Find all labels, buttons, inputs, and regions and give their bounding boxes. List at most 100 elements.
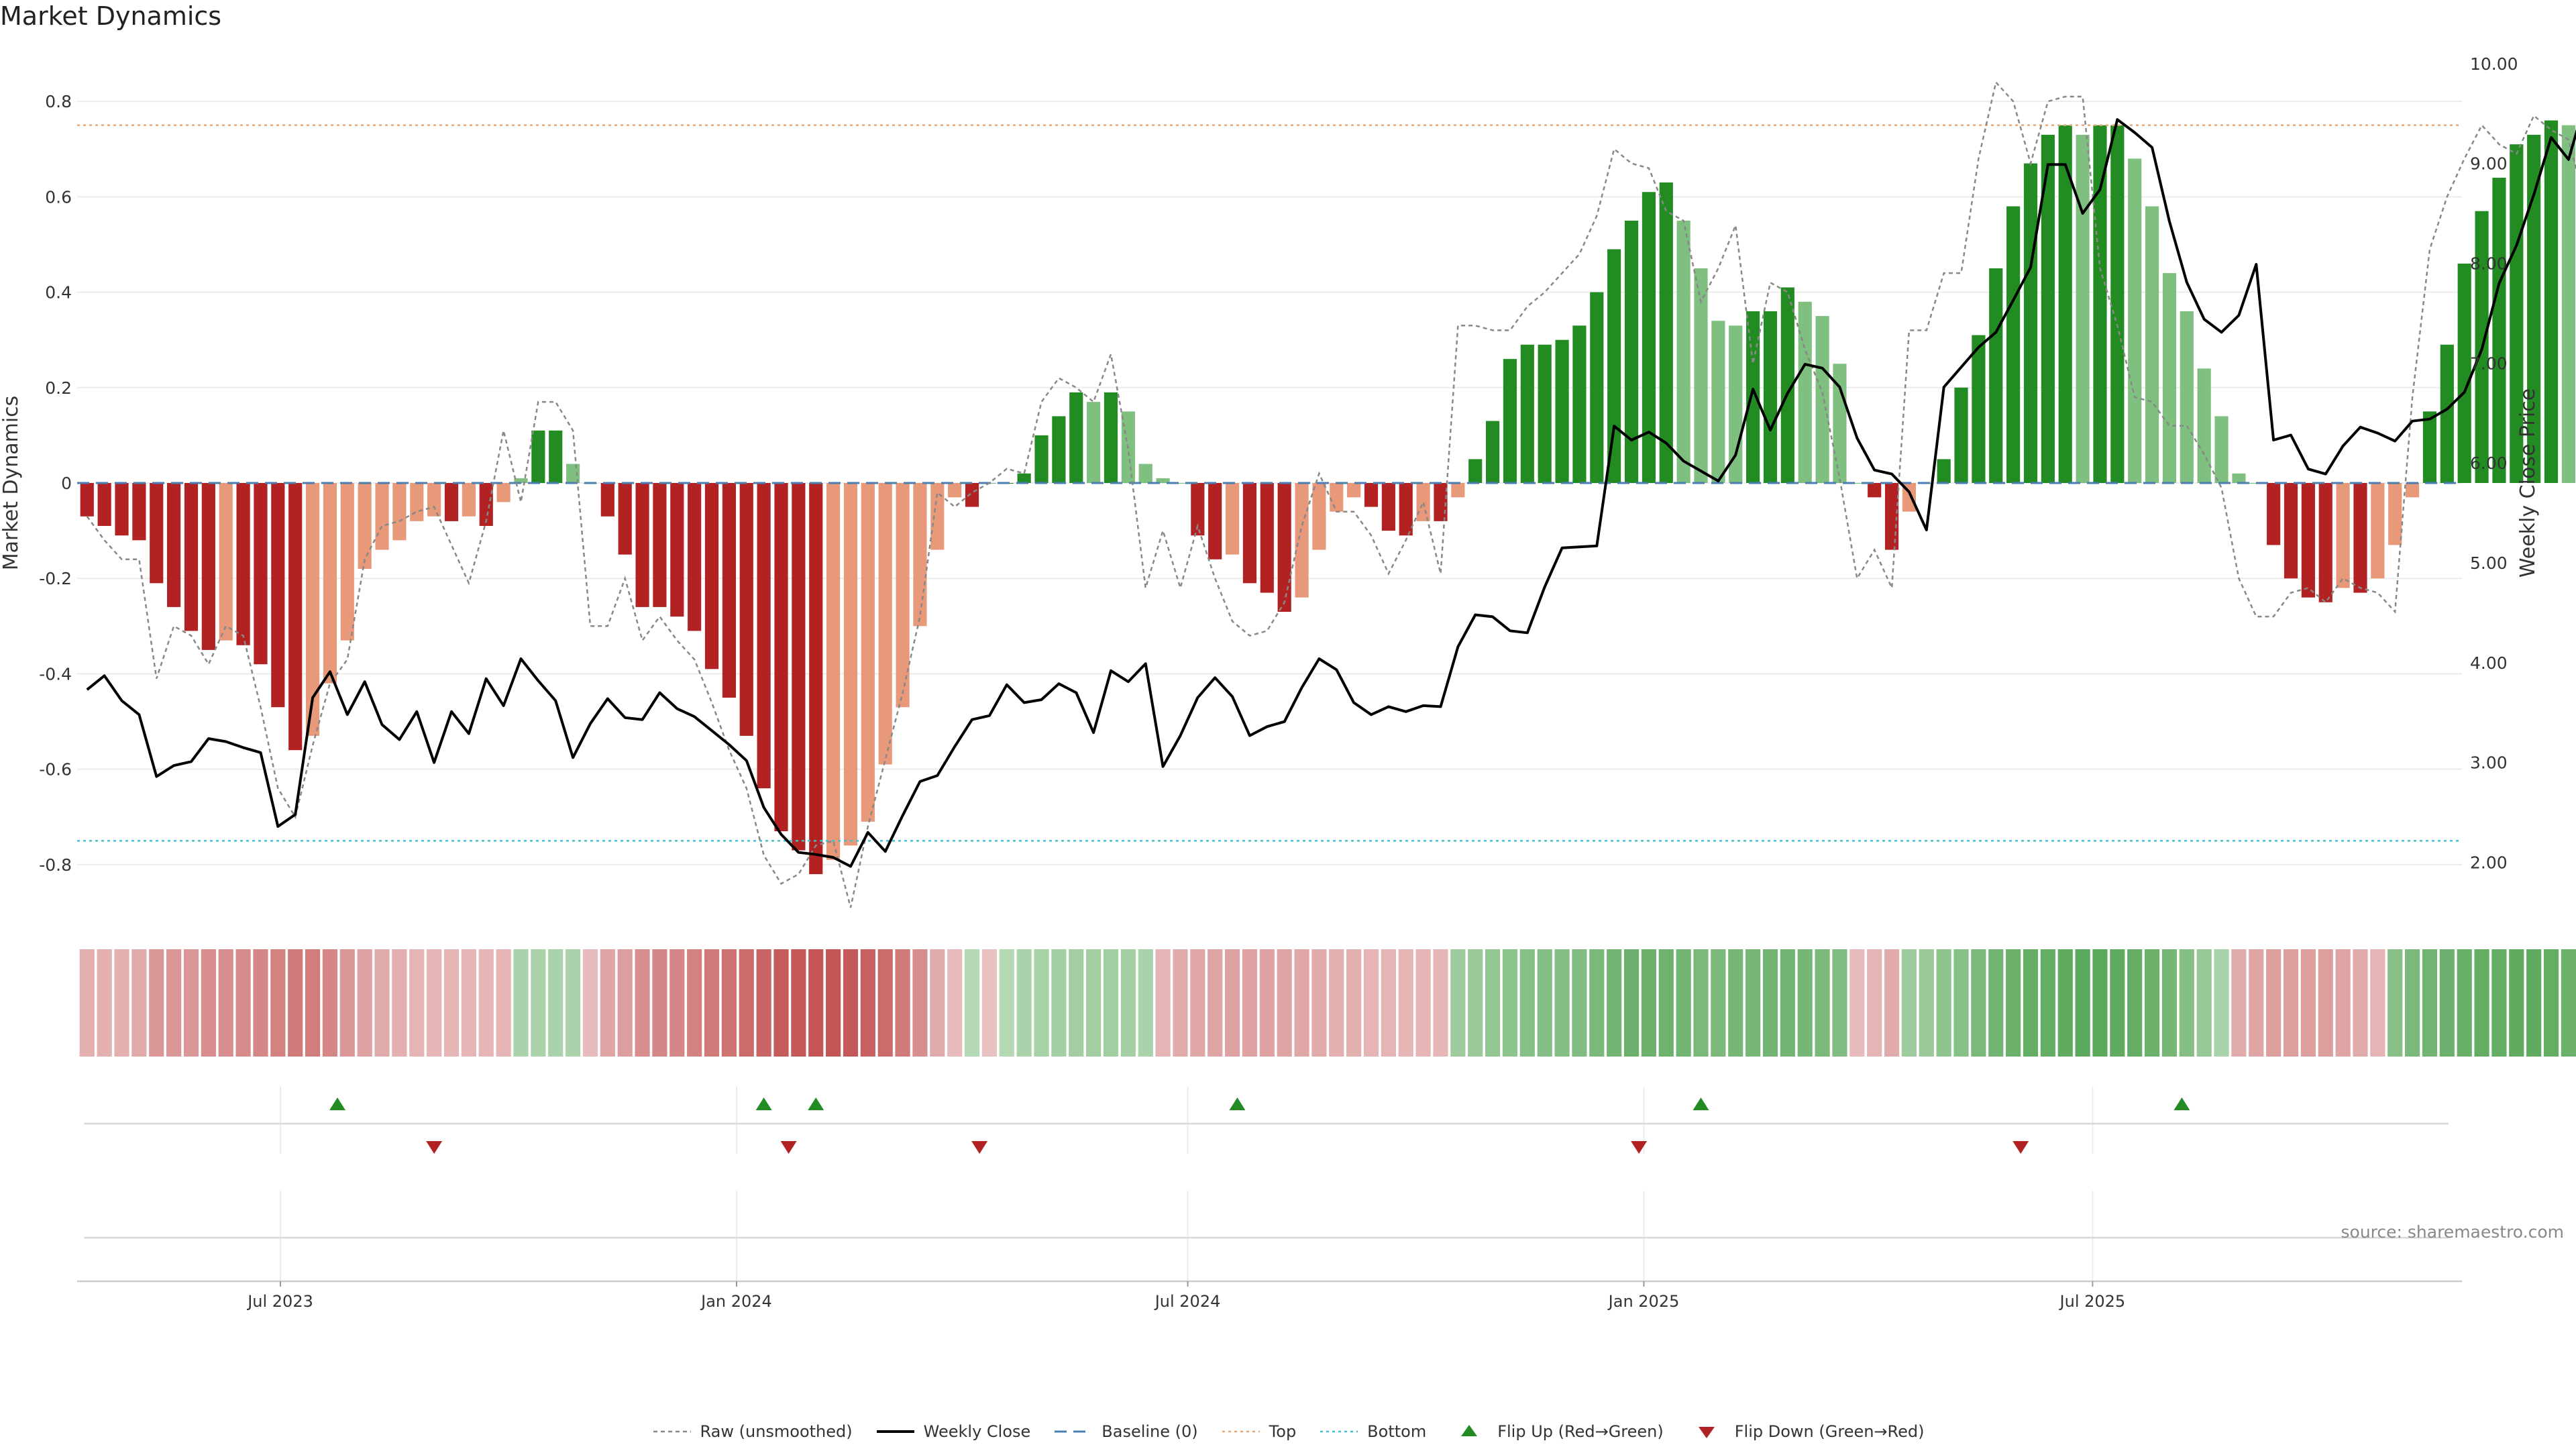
close-legend-swatch bbox=[876, 1430, 914, 1433]
legend-item-flip_down: Flip Down (Green→Red) bbox=[1686, 1422, 1925, 1441]
momentum-bar bbox=[2214, 416, 2229, 483]
heat-cell bbox=[1919, 949, 1934, 1057]
momentum-bar bbox=[392, 483, 407, 541]
legend: Raw (unsmoothed) Weekly Close Baseline (0)… bbox=[0, 1422, 2576, 1441]
momentum-bar bbox=[1208, 483, 1222, 559]
momentum-bar bbox=[150, 483, 164, 584]
momentum-bar bbox=[1676, 220, 1690, 483]
y2-tick-label: 3.00 bbox=[2470, 753, 2508, 773]
heat-cell bbox=[2300, 949, 2316, 1057]
heat-cell bbox=[1468, 949, 1483, 1057]
momentum-bar bbox=[913, 483, 927, 627]
momentum-bar bbox=[1485, 421, 1500, 483]
momentum-bar bbox=[1815, 316, 1829, 483]
heat-cell bbox=[1069, 949, 1084, 1057]
heat-cell bbox=[1815, 949, 1830, 1057]
heat-cell bbox=[149, 949, 164, 1057]
momentum-bar bbox=[1191, 483, 1205, 536]
momentum-bar bbox=[653, 483, 667, 607]
momentum-bar bbox=[965, 483, 979, 507]
heat-cell bbox=[600, 949, 615, 1057]
momentum-bar bbox=[549, 430, 563, 483]
heat-cell bbox=[2283, 949, 2299, 1057]
flip-down-marker bbox=[971, 1141, 988, 1154]
heat-cell bbox=[687, 949, 702, 1057]
heat-cell bbox=[1103, 949, 1119, 1057]
momentum-bar bbox=[1364, 483, 1379, 507]
momentum-bar bbox=[2371, 483, 2385, 579]
momentum-bar bbox=[774, 483, 788, 832]
momentum-bar bbox=[2232, 473, 2246, 483]
legend-item-close: Weekly Close bbox=[875, 1422, 1030, 1441]
heat-cell bbox=[2561, 949, 2576, 1057]
momentum-bar bbox=[1330, 483, 1344, 512]
flip-up-marker bbox=[329, 1097, 346, 1110]
heat-cell bbox=[2092, 949, 2108, 1057]
momentum-bar bbox=[2492, 177, 2506, 483]
momentum-bar bbox=[2561, 125, 2575, 483]
y2-axis-label: Weekly Close Price bbox=[2516, 388, 2540, 578]
momentum-bar bbox=[496, 483, 511, 502]
heat-cell bbox=[1398, 949, 1413, 1057]
heat-cell bbox=[2127, 949, 2143, 1057]
heat-cell bbox=[218, 949, 233, 1057]
heat-cell bbox=[1589, 949, 1605, 1057]
momentum-bar bbox=[2128, 158, 2142, 483]
momentum-bar bbox=[2284, 483, 2298, 579]
y2-tick-label: 6.00 bbox=[2470, 453, 2508, 473]
flip-up-marker bbox=[1229, 1097, 1246, 1110]
heat-cell bbox=[2214, 949, 2229, 1057]
heat-cell bbox=[2161, 949, 2178, 1057]
heat-cell bbox=[1988, 949, 2004, 1057]
heat-cell bbox=[617, 949, 633, 1057]
heat-cell bbox=[808, 949, 824, 1057]
momentum-bar bbox=[635, 483, 649, 607]
heat-cell bbox=[756, 949, 771, 1057]
momentum-bar bbox=[1520, 344, 1534, 483]
heat-cell bbox=[392, 949, 407, 1057]
momentum-bar bbox=[358, 483, 372, 569]
heat-cell bbox=[374, 949, 390, 1057]
momentum-bar bbox=[2006, 206, 2021, 483]
heat-cell bbox=[235, 949, 251, 1057]
heat-cell bbox=[565, 949, 581, 1057]
momentum-bar bbox=[739, 483, 753, 736]
heat-cell bbox=[1953, 949, 1969, 1057]
momentum-bar bbox=[1347, 483, 1361, 498]
heat-cell bbox=[339, 949, 355, 1057]
heat-cell bbox=[669, 949, 685, 1057]
momentum-bar bbox=[1798, 301, 1812, 483]
legend-label: Baseline (0) bbox=[1102, 1422, 1198, 1441]
heat-cell bbox=[1415, 949, 1431, 1057]
momentum-bars bbox=[80, 120, 2575, 875]
x-tick-label: Jan 2024 bbox=[700, 1292, 772, 1311]
weekly-close-line bbox=[86, 118, 2576, 868]
heat-cell bbox=[1155, 949, 1171, 1057]
momentum-bar bbox=[132, 483, 146, 541]
heat-cell bbox=[461, 949, 476, 1057]
momentum-bar bbox=[1711, 321, 1725, 483]
momentum-bar bbox=[1225, 483, 1240, 555]
y2-tick-label: 2.00 bbox=[2470, 853, 2508, 873]
heat-cell bbox=[513, 949, 529, 1057]
y-tick-label: -0.6 bbox=[39, 760, 72, 780]
heat-cell bbox=[1780, 949, 1795, 1057]
momentum-bar bbox=[1381, 483, 1395, 531]
legend-label: Raw (unsmoothed) bbox=[700, 1422, 853, 1441]
heat-cell bbox=[2231, 949, 2247, 1057]
y-tick-label: -0.4 bbox=[39, 664, 72, 684]
heat-cell bbox=[201, 949, 216, 1057]
heat-cell bbox=[2474, 949, 2489, 1057]
momentum-bar bbox=[826, 483, 841, 860]
momentum-bar bbox=[97, 483, 111, 526]
heat-cell bbox=[2457, 949, 2472, 1057]
flip-markers bbox=[84, 1097, 2449, 1239]
heat-cell bbox=[1277, 949, 1292, 1057]
momentum-bar bbox=[1780, 287, 1794, 483]
momentum-bar bbox=[2457, 263, 2471, 483]
heat-cell bbox=[2335, 949, 2351, 1057]
momentum-bar bbox=[1104, 392, 1118, 483]
heat-cell bbox=[2405, 949, 2420, 1057]
momentum-bar bbox=[271, 483, 285, 708]
y2-tick-label: 7.00 bbox=[2470, 354, 2508, 373]
